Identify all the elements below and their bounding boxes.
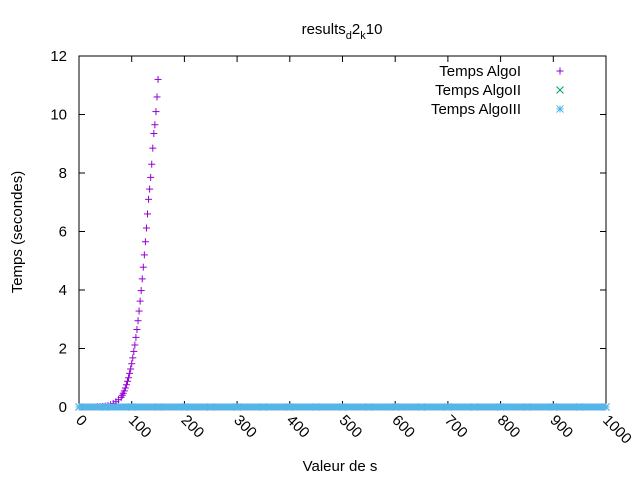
- data-point: [180, 403, 189, 411]
- data-point: [154, 75, 162, 83]
- x-tick-label: 1000: [599, 412, 635, 448]
- x-tick-label: 900: [546, 412, 576, 442]
- data-point: [131, 341, 139, 349]
- x-tick-label: 100: [125, 412, 155, 442]
- data-point: [148, 160, 156, 168]
- y-tick-label: 12: [50, 48, 67, 65]
- data-point: [152, 108, 160, 116]
- y-tick-label: 2: [59, 341, 67, 358]
- legend-label: Temps AlgoI: [439, 63, 521, 80]
- data-point: [121, 384, 129, 392]
- data-point: [136, 297, 144, 305]
- legend-label: Temps AlgoIII: [431, 101, 521, 118]
- data-point: [132, 333, 140, 341]
- x-tick-label: 300: [230, 412, 260, 442]
- series-3: [75, 403, 610, 411]
- y-axis-label: Temps (secondes): [9, 171, 26, 294]
- data-point: [444, 403, 452, 411]
- data-point: [129, 354, 137, 362]
- data-point: [417, 403, 426, 411]
- data-point: [141, 238, 149, 246]
- x-axis-label: Valeur de s: [303, 458, 378, 475]
- x-tick-label: 200: [178, 412, 208, 442]
- series-1: [76, 75, 162, 411]
- legend-label: Temps AlgoII: [435, 82, 521, 99]
- data-point: [138, 275, 146, 283]
- data-point: [144, 210, 152, 218]
- data-point: [140, 251, 148, 259]
- data-point: [128, 360, 136, 368]
- data-series: [75, 75, 610, 411]
- x-tick-label: 800: [494, 412, 524, 442]
- data-point: [153, 93, 161, 101]
- axis-ticks: 0 2 4 6 8 10 12 0 100 200 300 400 500 600 700 800 900 100…: [50, 48, 634, 447]
- data-point: [127, 365, 135, 373]
- data-point: [126, 369, 134, 377]
- plot-frame: [78, 55, 607, 408]
- x-tick-label: 0: [72, 412, 90, 430]
- legend-marker: [556, 105, 564, 113]
- data-point: [133, 325, 141, 333]
- y-tick-label: 8: [59, 165, 67, 182]
- data-point: [496, 403, 505, 411]
- legend-marker: [556, 86, 564, 94]
- y-tick-label: 0: [59, 399, 67, 416]
- data-point: [149, 144, 157, 152]
- data-point: [134, 317, 142, 325]
- x-tick-label: 400: [283, 412, 313, 442]
- data-point: [364, 403, 373, 411]
- title-end: 10: [366, 21, 383, 38]
- title-sub1: d: [346, 30, 352, 42]
- chart-title: resultsd2k10: [302, 21, 383, 42]
- data-point: [130, 347, 138, 355]
- title-base: results: [302, 21, 346, 38]
- data-point: [470, 403, 479, 411]
- data-point: [259, 403, 268, 411]
- data-point: [145, 195, 153, 203]
- data-point: [154, 403, 162, 411]
- data-point: [137, 287, 145, 295]
- data-point: [122, 381, 130, 389]
- data-point: [575, 403, 584, 411]
- data-point: [139, 263, 147, 271]
- data-point: [151, 121, 159, 129]
- data-point: [120, 387, 128, 395]
- data-point: [338, 403, 347, 411]
- x-tick-label: 500: [336, 412, 366, 442]
- data-point: [549, 403, 558, 411]
- data-point: [233, 403, 241, 411]
- x-tick-label: 700: [441, 412, 471, 442]
- data-point: [101, 403, 110, 411]
- title-sub2: k: [360, 30, 366, 42]
- legend: Temps AlgoI Temps AlgoII Temps AlgoIII: [431, 63, 564, 118]
- data-point: [523, 403, 531, 411]
- y-tick-label: 4: [59, 282, 67, 299]
- data-point: [147, 173, 155, 181]
- data-point: [135, 307, 143, 315]
- data-point: [127, 403, 136, 411]
- data-point: [75, 403, 83, 411]
- data-point: [123, 377, 131, 385]
- title-mid: 2: [352, 21, 360, 38]
- data-point: [125, 374, 133, 382]
- data-point: [142, 224, 150, 232]
- y-tick-label: 6: [59, 224, 67, 241]
- data-point: [285, 403, 294, 411]
- data-point: [146, 185, 154, 193]
- y-tick-label: 10: [50, 107, 67, 124]
- data-point: [150, 130, 158, 138]
- data-point: [206, 403, 215, 411]
- x-tick-label: 600: [388, 412, 418, 442]
- data-point: [602, 403, 610, 411]
- data-point: [312, 403, 321, 411]
- legend-marker: [556, 67, 564, 75]
- data-point: [391, 403, 400, 411]
